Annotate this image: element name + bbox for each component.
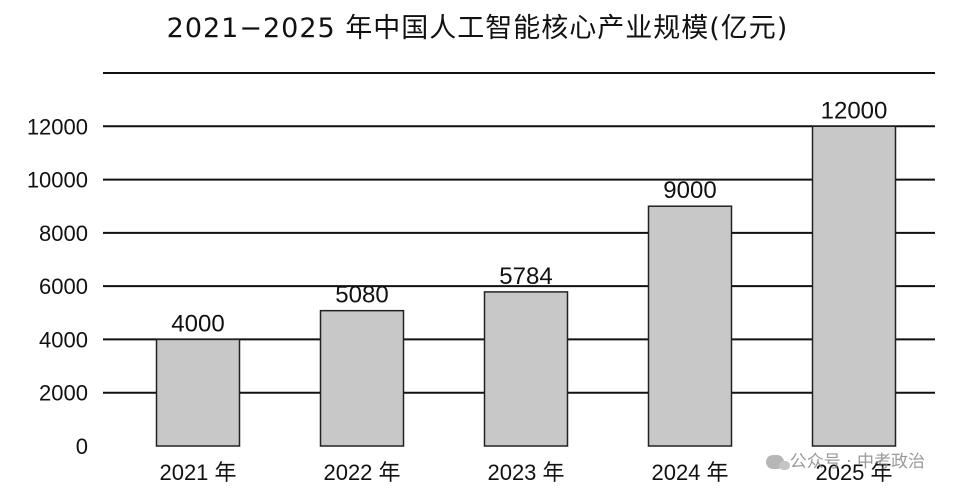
y-tick-label: 2000 xyxy=(39,381,88,406)
bar xyxy=(319,309,405,447)
x-tick-label: 2025 年 xyxy=(815,460,892,485)
bar xyxy=(483,291,569,447)
y-tick-label: 10000 xyxy=(27,168,88,193)
x-tick-label: 2023 年 xyxy=(487,460,564,485)
chart-title: 2021−2025 年中国人工智能核心产业规模(亿元) xyxy=(166,13,789,44)
y-tick-label: 12000 xyxy=(27,114,88,139)
y-tick-label: 6000 xyxy=(39,274,88,299)
watermark: 公众号 · 中考政治 xyxy=(765,447,925,472)
bars xyxy=(155,125,897,447)
y-tick-label: 4000 xyxy=(39,327,88,352)
bar xyxy=(647,205,733,447)
data-label: 5080 xyxy=(335,282,388,309)
wechat-icon xyxy=(765,455,790,470)
data-labels: 4000 5080 5784 9000 12000 xyxy=(171,97,887,337)
x-tick-label: 2022 年 xyxy=(323,460,400,485)
x-tick-label: 2021 年 xyxy=(159,460,236,485)
bar xyxy=(155,338,241,447)
x-axis-ticks: 2021 年 2022 年 2023 年 2024 年 2025 年 xyxy=(159,460,892,485)
watermark-text: 公众号 · 中考政治 xyxy=(789,452,925,472)
data-label: 9000 xyxy=(663,177,716,204)
x-tick-label: 2024 年 xyxy=(651,460,728,485)
y-tick-label: 0 xyxy=(76,434,88,459)
data-label: 5784 xyxy=(499,263,552,290)
y-tick-label: 8000 xyxy=(39,221,88,246)
data-label: 4000 xyxy=(171,310,224,337)
bar xyxy=(811,125,897,447)
y-axis-ticks: 0 2000 4000 6000 8000 10000 12000 xyxy=(27,114,88,459)
data-label: 12000 xyxy=(821,97,888,124)
